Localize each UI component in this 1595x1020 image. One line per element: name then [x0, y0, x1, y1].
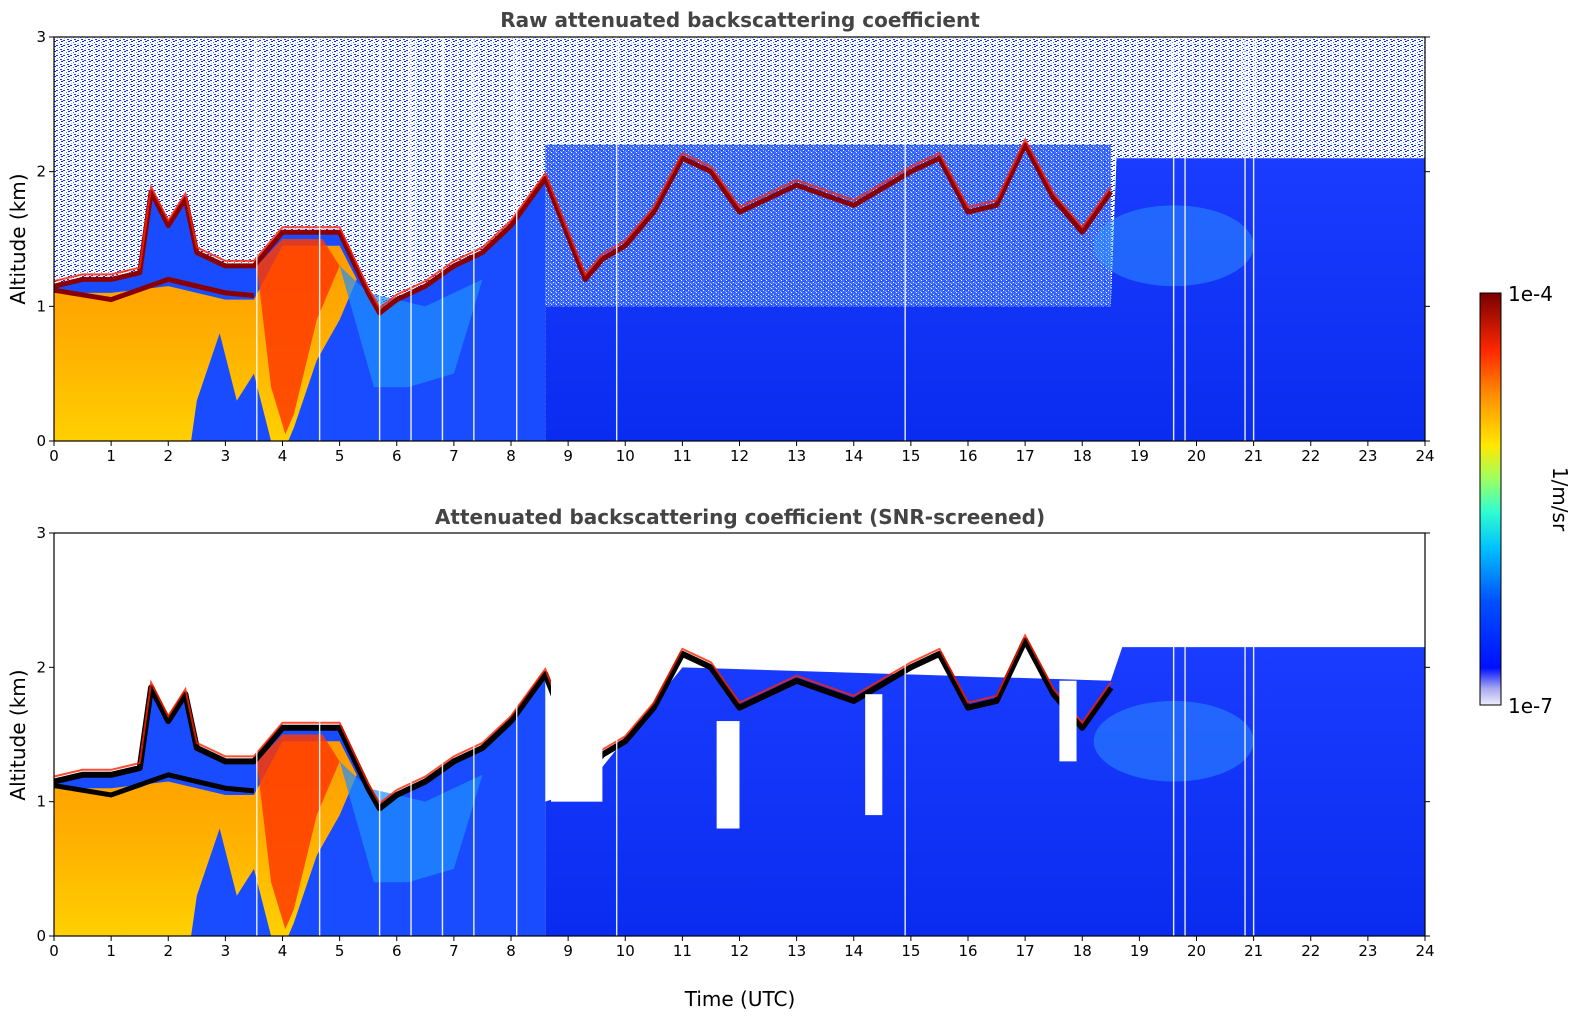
- panel-screened-xtick-label: 4: [278, 942, 288, 960]
- panel-screened-axes: 0 1 2 3 4 5 6 7 8 9 10 11 12 13 14 15 16 17 18 19 20 21 22 23 24…: [36, 524, 1434, 960]
- panel-raw-lower-layer: [53, 276, 255, 303]
- panel-raw-xtick-label: 9: [563, 447, 573, 465]
- panel-raw-xtick-label: 6: [392, 447, 402, 465]
- panel-raw-aerosol-region: [545, 158, 1425, 441]
- panel-screened-xtick-label: 18: [1073, 942, 1092, 960]
- panel-raw-xtick-label: 0: [49, 447, 59, 465]
- panel-screened-xtick-label: 20: [1187, 942, 1206, 960]
- panel-raw-xtick-label: 17: [1016, 447, 1035, 465]
- panel-raw-ytick-label: 3: [36, 28, 46, 46]
- panel-screened-cloud-layer: [53, 637, 1114, 812]
- panel-screened-xtick-label: 1: [106, 942, 116, 960]
- panel-raw-cloud-edge: [53, 137, 1112, 310]
- panel-raw-xtick-label: 10: [616, 447, 635, 465]
- panel-screened-xtick-label: 7: [449, 942, 459, 960]
- colorbar-gradient: [1479, 292, 1502, 706]
- panel-raw-xtick-label: 23: [1358, 447, 1377, 465]
- panel-raw-xtick-label: 15: [901, 447, 920, 465]
- panel-screened-ytick-label: 0: [36, 927, 46, 945]
- panel-screened-xtick-label: 17: [1016, 942, 1035, 960]
- panel-raw-xtick-label: 3: [221, 447, 231, 465]
- panel-raw-ytick-label: 2: [36, 163, 46, 181]
- panel-raw-ylabel: Altitude (km): [6, 173, 30, 304]
- panel-raw-heatmap: [53, 37, 1425, 441]
- panel-screened-xtick-label: 23: [1358, 942, 1377, 960]
- panel-screened-xtick-label: 15: [901, 942, 920, 960]
- panel-screened-xtick-label: 19: [1130, 942, 1149, 960]
- panel-screened-screened-gap: [865, 694, 883, 816]
- colorbar-min-label: 1e-7: [1508, 694, 1553, 718]
- panel-raw-cloud-layer: [53, 142, 1113, 316]
- panel-raw-xtick-label: 13: [787, 447, 806, 465]
- panel-screened-screened-gap: [550, 667, 603, 802]
- panel-screened-ytick-label: 1: [36, 793, 46, 811]
- panel-raw-xtick-label: 14: [844, 447, 863, 465]
- panel-screened-xtick-label: 9: [563, 942, 573, 960]
- panel-screened-xtick-label: 21: [1244, 942, 1263, 960]
- panel-raw-xtick-label: 11: [673, 447, 692, 465]
- panel-screened-xtick-label: 3: [221, 942, 231, 960]
- panel-raw-xtick-label: 19: [1130, 447, 1149, 465]
- panel-screened-heatmap: [53, 533, 1425, 936]
- panel-screened-xtick-label: 8: [506, 942, 516, 960]
- panel-raw-xtick-label: 8: [506, 447, 516, 465]
- panel-raw-ytick-label: 1: [36, 297, 46, 315]
- panel-screened-xtick-label: 16: [958, 942, 977, 960]
- panel-screened-xtick-label: 24: [1415, 942, 1434, 960]
- panel-screened-xtick-label: 2: [163, 942, 173, 960]
- panel-raw-xtick-label: 12: [730, 447, 749, 465]
- panel-raw-xtick-label: 7: [449, 447, 459, 465]
- panel-screened-xtick-label: 5: [335, 942, 345, 960]
- panel-raw-xtick-label: 5: [335, 447, 345, 465]
- panel-raw-xtick-label: 2: [163, 447, 173, 465]
- panel-screened-xtick-label: 10: [616, 942, 635, 960]
- panel-screened-xtick-label: 12: [730, 942, 749, 960]
- panel-screened-ytick-label: 2: [36, 658, 46, 676]
- panel-raw-xtick-label: 1: [106, 447, 116, 465]
- panel-raw-xtick-label: 4: [278, 447, 288, 465]
- panel-screened-xtick-label: 14: [844, 942, 863, 960]
- panel-raw-xtick-label: 21: [1244, 447, 1263, 465]
- panel-screened-xtick-label: 6: [392, 942, 402, 960]
- panel-screened-screened-gap: [716, 721, 740, 829]
- panel-screened-ytick-label: 3: [36, 524, 46, 542]
- panel-raw: Raw attenuated backscattering coefficien…: [6, 8, 1435, 465]
- panel-screened-xtick-label: 0: [49, 942, 59, 960]
- panel-raw-xtick-label: 20: [1187, 447, 1206, 465]
- panel-raw-xtick-label: 22: [1301, 447, 1320, 465]
- panel-screened-aerosol-region: [545, 647, 1425, 936]
- panel-screened-dense-aerosol-core: [256, 734, 340, 930]
- panel-screened: Attenuated backscattering coefficient (S…: [6, 505, 1435, 1011]
- colorbar: 1e-4 1e-7 1/m/sr: [1479, 282, 1572, 718]
- panel-raw-xtick-label: 18: [1073, 447, 1092, 465]
- colorbar-unit-label: 1/m/sr: [1548, 467, 1572, 532]
- panel-screened-xlabel: Time (UTC): [684, 987, 796, 1011]
- panel-screened-xtick-label: 11: [673, 942, 692, 960]
- panel-raw-midday-noise: [545, 144, 1111, 307]
- panel-raw-dense-aerosol-core: [256, 239, 340, 435]
- panel-raw-xtick-label: 24: [1415, 447, 1434, 465]
- panel-screened-xtick-label: 22: [1301, 942, 1320, 960]
- panel-screened-screened-gap: [1059, 680, 1077, 762]
- panel-screened-cloud-edge: [53, 633, 1112, 805]
- panel-raw-ytick-label: 0: [36, 432, 46, 450]
- panel-raw-title: Raw attenuated backscattering coefficien…: [500, 8, 980, 32]
- colorbar-max-label: 1e-4: [1508, 282, 1553, 306]
- panel-screened-ylabel: Altitude (km): [6, 669, 30, 800]
- panel-screened-title: Attenuated backscattering coefficient (S…: [435, 505, 1045, 529]
- panel-screened-xtick-label: 13: [787, 942, 806, 960]
- panel-screened-lower-layer: [53, 772, 255, 798]
- panel-raw-axes: 0 1 2 3 4 5 6 7 8 9 10 11 12 13 14 15 16 17 18 19 20 21 22 23 24…: [36, 28, 1434, 465]
- panel-raw-xtick-label: 16: [958, 447, 977, 465]
